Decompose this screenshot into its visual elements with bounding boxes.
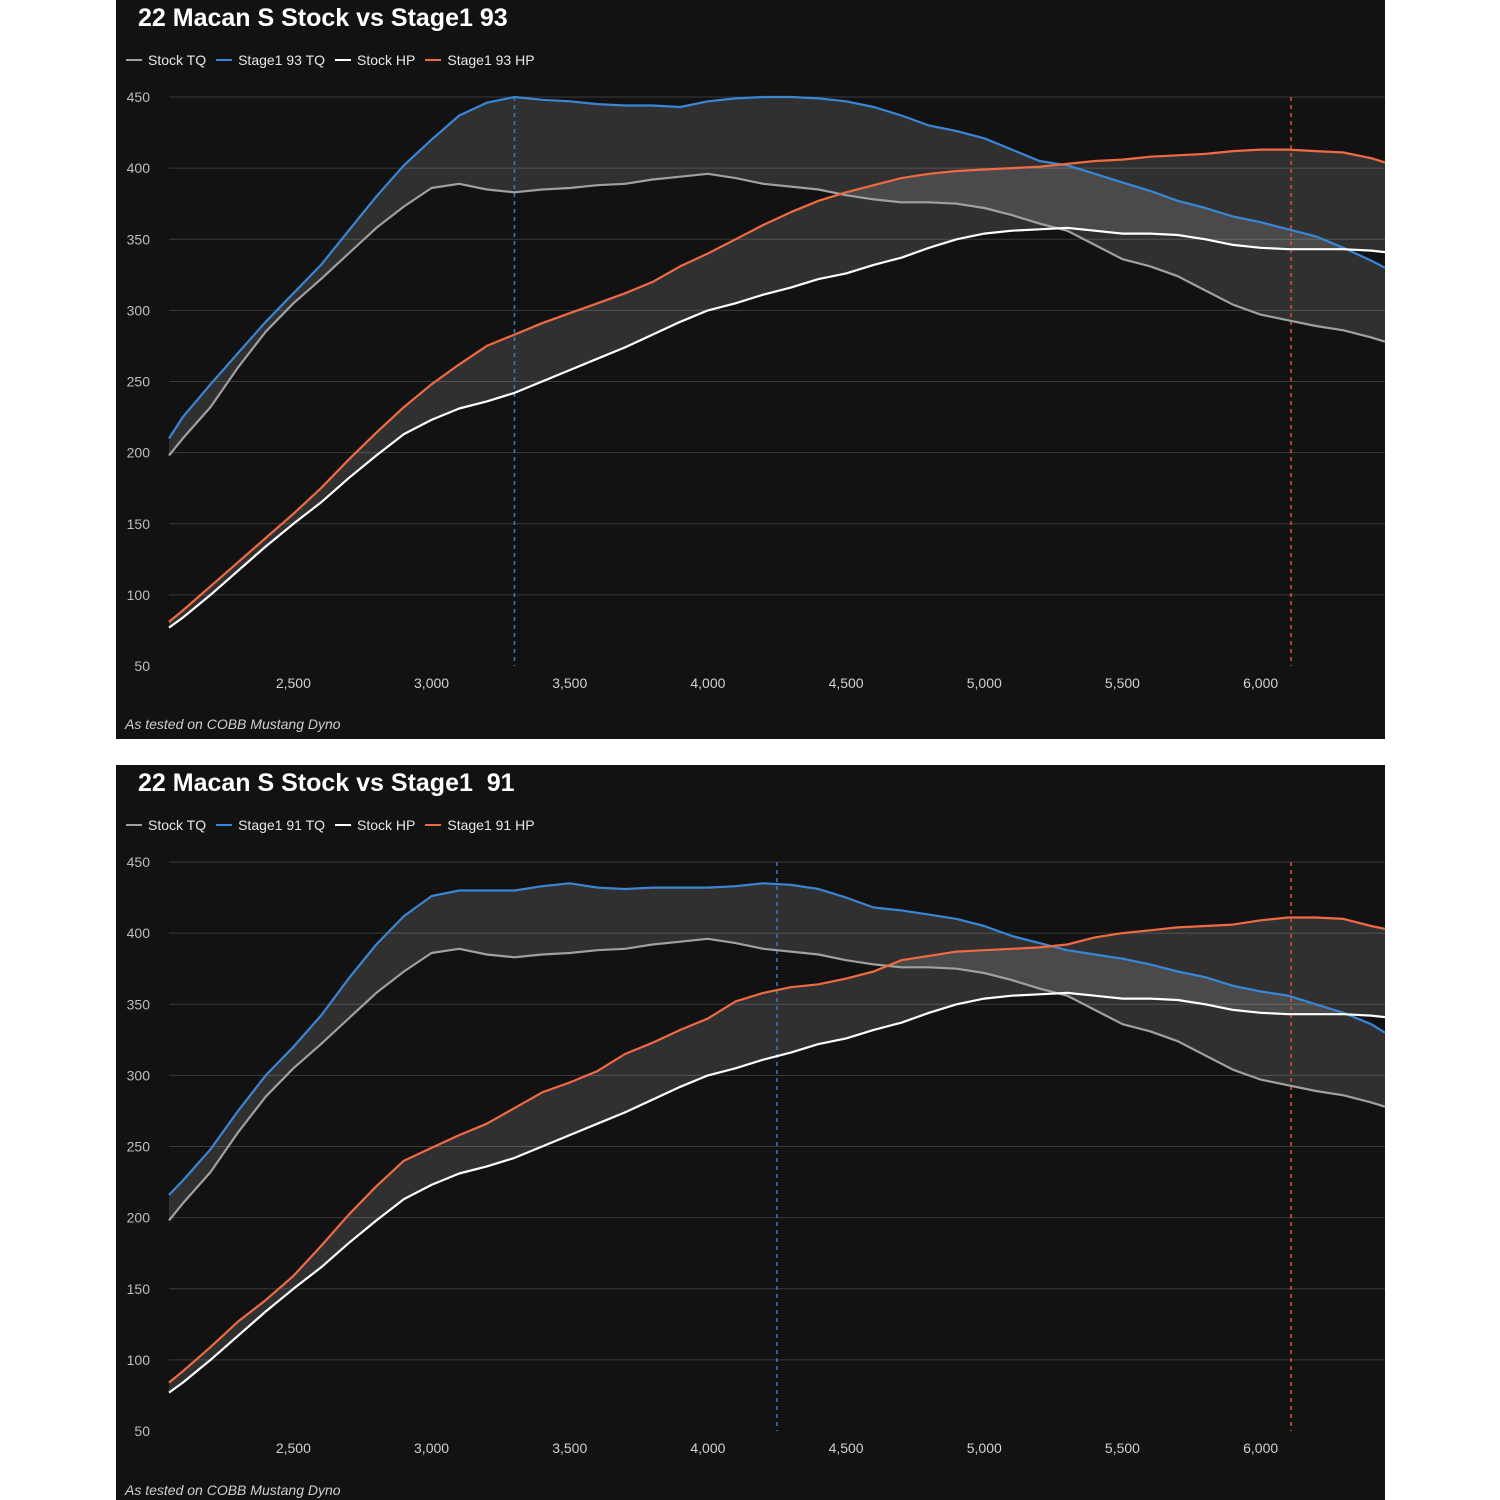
y-tick-label: 400 [127, 925, 151, 941]
x-tick-label: 4,500 [829, 1440, 864, 1456]
legend-label: Stock TQ [148, 52, 207, 68]
chart-title: 22 Macan S Stock vs Stage1 91 [138, 769, 515, 797]
y-tick-label: 400 [127, 160, 151, 176]
y-tick-label: 150 [127, 1281, 151, 1297]
x-tick-label: 6,000 [1243, 1440, 1278, 1456]
series-line [168, 882, 1385, 1196]
dyno-chart-plot: 50 100 150 200 250 300 350 400 450 2,500 3,000 3,50… [127, 89, 1385, 691]
dyno-footnote: As tested on COBB Mustang Dyno [125, 1482, 341, 1498]
legend-item: Stock HP [335, 817, 415, 833]
legend-item: Stock HP [335, 52, 415, 68]
chart-panel-stage1-93: 22 Macan S Stock vs Stage1 93 Stock TQ S… [116, 0, 1385, 739]
series-line [168, 226, 1385, 629]
series-line [168, 148, 1385, 623]
series-line [168, 95, 1385, 439]
legend-label: Stage1 91 HP [447, 817, 535, 833]
y-tick-label: 250 [127, 374, 151, 390]
legend-swatch [335, 824, 352, 826]
legend-swatch [335, 59, 352, 61]
x-tick-label: 5,000 [967, 1440, 1002, 1456]
y-tick-label: 450 [127, 89, 151, 105]
chart-legend: Stock TQ Stage1 93 TQ Stock HP Stage1 93… [126, 52, 535, 68]
legend-item: Stage1 91 HP [425, 817, 535, 833]
legend-label: Stock HP [357, 817, 416, 833]
x-tick-label: 4,500 [829, 675, 864, 691]
legend-label: Stage1 93 TQ [238, 52, 326, 68]
x-tick-label: 4,000 [690, 675, 725, 691]
legend-item: Stock TQ [126, 817, 206, 833]
legend-item: Stage1 91 TQ [216, 817, 325, 833]
band-area [169, 883, 1385, 1221]
legend-label: Stage1 91 TQ [238, 817, 326, 833]
x-tick-label: 5,500 [1105, 675, 1140, 691]
legend-label: Stock HP [357, 52, 416, 68]
chart-panel-stage1-91: 22 Macan S Stock vs Stage1 91 Stock TQ S… [116, 765, 1385, 1500]
chart-title: 22 Macan S Stock vs Stage1 93 [138, 4, 508, 32]
band-area [169, 917, 1385, 1393]
chart-legend: Stock TQ Stage1 91 TQ Stock HP Stage1 91… [126, 817, 535, 833]
dyno-chart-plot: 50 100 150 200 250 300 350 400 450 2,500 3,000 3,50… [127, 854, 1385, 1456]
y-tick-label: 250 [127, 1139, 151, 1155]
x-tick-label: 5,500 [1105, 1440, 1140, 1456]
y-tick-label: 300 [127, 1067, 151, 1083]
legend-item: Stage1 93 HP [425, 52, 535, 68]
series-line [168, 991, 1385, 1394]
dyno-footnote: As tested on COBB Mustang Dyno [125, 716, 341, 732]
x-tick-label: 3,500 [552, 675, 587, 691]
y-tick-label: 100 [127, 587, 151, 603]
legend-swatch [216, 824, 233, 826]
legend-swatch [425, 59, 442, 61]
x-tick-label: 2,500 [276, 675, 311, 691]
y-tick-label: 350 [127, 996, 151, 1012]
x-tick-label: 5,000 [967, 675, 1002, 691]
y-tick-label: 50 [134, 658, 150, 674]
legend-label: Stock TQ [148, 817, 207, 833]
legend-swatch [126, 59, 142, 61]
x-tick-label: 6,000 [1243, 675, 1278, 691]
x-tick-label: 3,000 [414, 1440, 449, 1456]
series-line [168, 916, 1385, 1384]
x-tick-label: 3,000 [414, 675, 449, 691]
y-tick-label: 300 [127, 302, 151, 318]
legend-swatch [126, 824, 142, 826]
legend-item: Stage1 93 TQ [216, 52, 325, 68]
x-tick-label: 4,000 [690, 1440, 725, 1456]
y-tick-label: 150 [127, 516, 151, 532]
y-tick-label: 350 [127, 231, 151, 247]
x-tick-label: 2,500 [276, 1440, 311, 1456]
band-area [169, 149, 1385, 628]
y-tick-label: 200 [127, 445, 151, 461]
legend-swatch [216, 59, 233, 61]
series-line [168, 172, 1385, 457]
y-tick-label: 200 [127, 1210, 151, 1226]
series-line [168, 937, 1385, 1222]
y-tick-label: 450 [127, 854, 151, 870]
y-tick-label: 50 [134, 1423, 150, 1439]
legend-item: Stock TQ [126, 52, 206, 68]
legend-label: Stage1 93 HP [447, 52, 535, 68]
legend-swatch [425, 824, 442, 826]
y-tick-label: 100 [127, 1352, 151, 1368]
x-tick-label: 3,500 [552, 1440, 587, 1456]
